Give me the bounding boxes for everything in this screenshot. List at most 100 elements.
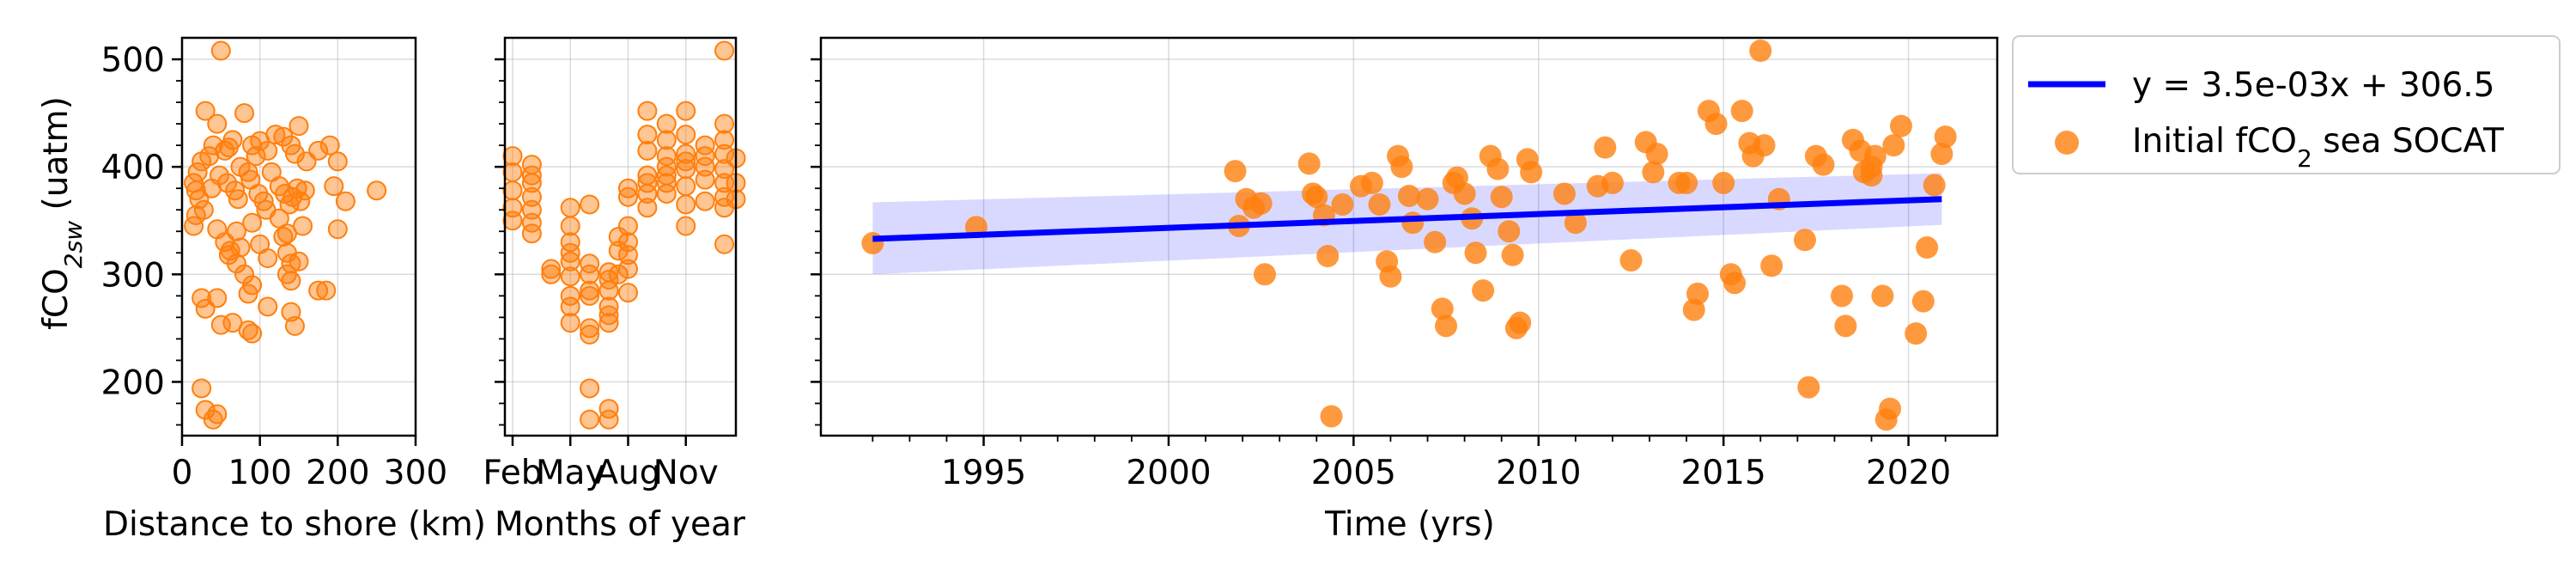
data-point — [676, 159, 696, 180]
legend-fit-label: y = 3.5e-03x + 306.5 — [2132, 66, 2494, 105]
data-point — [1712, 171, 1735, 194]
data-point — [1793, 229, 1816, 252]
data-point — [656, 173, 677, 193]
data-point — [1812, 153, 1835, 176]
data-point — [203, 135, 223, 156]
data-point — [1594, 136, 1617, 159]
data-point — [580, 285, 600, 306]
data-point — [290, 191, 311, 211]
x-tick-label: Nov — [653, 454, 719, 492]
data-point — [637, 140, 658, 161]
data-point — [1601, 171, 1624, 194]
data-point — [1860, 164, 1883, 187]
data-point — [695, 146, 715, 167]
legend-scatter-label: Initial fCO2 sea SOCAT — [2132, 122, 2504, 173]
data-point — [1453, 182, 1476, 205]
data-point — [560, 313, 580, 333]
y-tick-label: 400 — [101, 149, 165, 187]
data-point — [1642, 161, 1665, 184]
data-point — [1645, 143, 1668, 166]
data-point — [289, 116, 309, 137]
data-point — [1552, 182, 1576, 205]
data-point — [195, 101, 216, 121]
data-point — [521, 212, 542, 233]
data-point — [246, 146, 266, 167]
data-point — [1930, 143, 1953, 166]
data-point — [284, 315, 305, 336]
data-point — [714, 113, 735, 134]
data-point — [210, 165, 230, 186]
data-point — [541, 259, 562, 279]
legend: y = 3.5e-03x + 306.5 Initial fCO2 sea SO… — [2012, 35, 2561, 174]
data-point — [1360, 171, 1383, 194]
data-point — [1704, 113, 1728, 136]
data-point — [1253, 263, 1276, 286]
data-point — [502, 146, 523, 167]
data-point — [1490, 186, 1513, 209]
data-point — [676, 194, 696, 215]
data-point — [637, 198, 658, 218]
data-point — [230, 237, 251, 258]
data-point — [580, 324, 600, 345]
y-tick-label: 500 — [101, 41, 165, 80]
x-tick-label: Aug — [595, 454, 660, 492]
data-point — [598, 280, 619, 301]
data-point — [617, 245, 638, 266]
data-point — [1501, 243, 1524, 266]
data-point — [637, 173, 658, 193]
data-point — [367, 180, 387, 201]
data-point — [521, 223, 542, 244]
data-point — [521, 173, 542, 193]
data-point — [560, 216, 580, 236]
x-tick-label: 2015 — [1681, 454, 1766, 492]
data-point — [1398, 184, 1420, 207]
data-point — [284, 143, 305, 164]
data-point — [560, 266, 580, 287]
data-point — [676, 125, 696, 145]
data-point — [560, 296, 580, 317]
data-point — [189, 189, 210, 210]
time-axes-frame — [819, 36, 1999, 437]
data-point — [580, 280, 600, 301]
data-point — [676, 101, 696, 121]
distance-scatter-points — [184, 40, 387, 430]
data-point — [656, 130, 677, 150]
data-point — [1472, 279, 1495, 302]
data-point — [1379, 265, 1402, 288]
data-point — [281, 271, 301, 291]
data-point — [580, 318, 600, 339]
data-point — [598, 270, 619, 290]
data-point — [676, 151, 696, 172]
data-point — [714, 143, 735, 164]
x-tick-label: 2020 — [1866, 454, 1951, 492]
data-point — [617, 186, 638, 207]
data-point — [1464, 241, 1487, 265]
x-tick-label: 0 — [172, 454, 193, 492]
data-point — [308, 280, 329, 301]
months-x-axis-label: Months of year — [495, 505, 746, 544]
data-point — [502, 180, 523, 201]
data-point — [1520, 161, 1543, 184]
data-point — [1416, 187, 1439, 211]
time-ticks: 1995 2000 2005 2010 2015 2020 — [811, 58, 1951, 492]
data-point — [308, 140, 329, 161]
data-point — [580, 194, 600, 215]
data-point — [217, 173, 238, 193]
data-point — [1730, 100, 1753, 123]
x-tick-label: 2005 — [1311, 454, 1396, 492]
data-point — [228, 189, 248, 210]
data-point — [1320, 405, 1343, 428]
data-point — [1753, 134, 1776, 157]
data-point — [1686, 282, 1710, 305]
data-point — [273, 227, 294, 247]
data-point — [521, 165, 542, 186]
data-point — [1863, 144, 1886, 168]
data-point — [714, 234, 735, 254]
data-point — [258, 248, 278, 269]
data-point — [598, 313, 619, 333]
data-point — [560, 232, 580, 253]
data-point — [560, 285, 580, 306]
data-point — [580, 409, 600, 430]
y-tick-label: 300 — [101, 256, 165, 295]
